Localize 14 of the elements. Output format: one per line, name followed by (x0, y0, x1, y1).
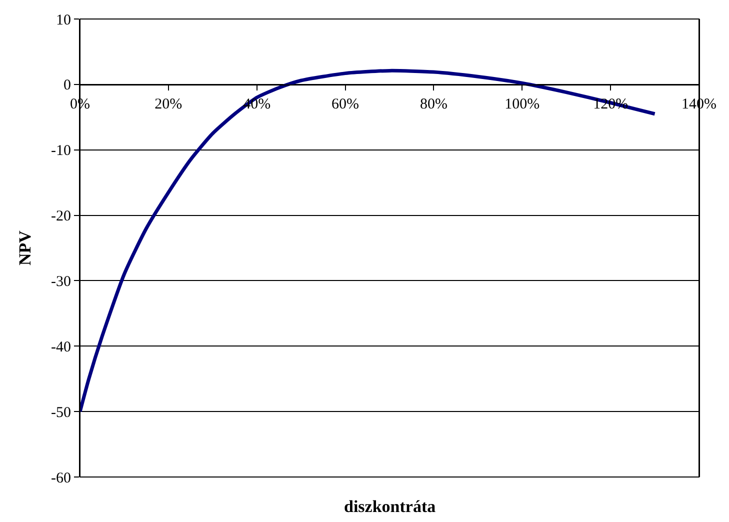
x-tick-label: 20% (154, 96, 182, 112)
y-tick-label: -40 (51, 339, 71, 356)
y-tick-label: -20 (51, 208, 71, 225)
y-tick-label: 10 (56, 12, 71, 28)
y-tick-label: -50 (51, 404, 71, 421)
y-tick-label: -10 (51, 143, 71, 160)
y-tick-label: 0 (64, 78, 71, 94)
y-tick-label: -60 (51, 470, 71, 486)
x-axis-title: diszkontráta (344, 497, 436, 516)
x-tick-label: 60% (332, 96, 360, 112)
x-tick-label: 80% (420, 96, 448, 112)
x-tick-label: 100% (504, 96, 540, 112)
y-axis-title: NPV (16, 230, 35, 266)
y-tick-label: -30 (51, 274, 71, 290)
